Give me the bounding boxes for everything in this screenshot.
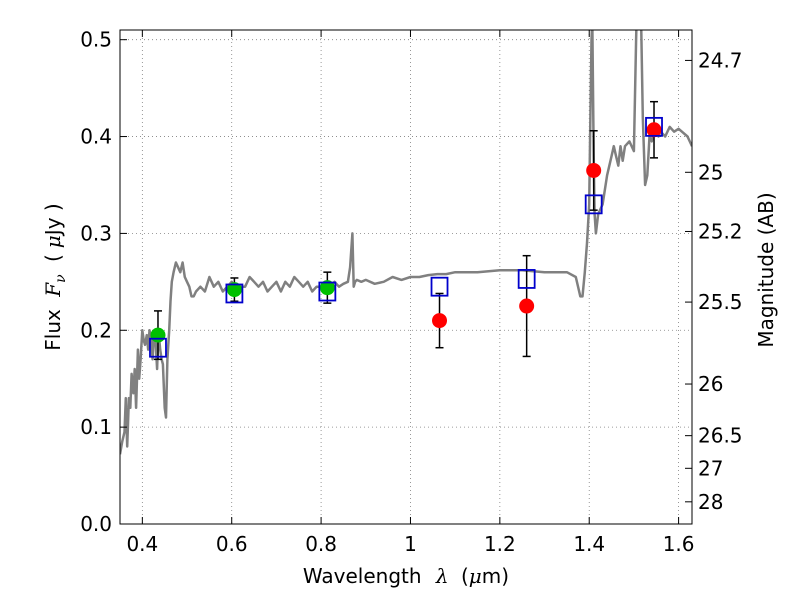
model-photometry-square (517, 269, 536, 289)
model-photometry-square (584, 194, 603, 215)
y-tick-label: 0.3 (80, 221, 112, 245)
y2-tick-label: 25.2 (698, 219, 743, 243)
y-axis-symbol: F (41, 282, 65, 298)
y-axis-unit-rest: Jy ) (41, 203, 65, 237)
x-tick-label: 0.8 (305, 532, 337, 556)
y-tick-label: 0.4 (80, 125, 112, 149)
model-photometry-square (225, 283, 244, 304)
x-axis-unit-rest: m) (482, 564, 509, 588)
plot-area (120, 30, 692, 455)
y2-tick-label: 26.5 (698, 424, 743, 448)
measured-point-red (519, 298, 535, 314)
measured-point-green (226, 282, 242, 298)
x-tick-label: 1.6 (663, 532, 695, 556)
y-axis-unit-mu: μ (41, 235, 65, 248)
model-photometry-square (645, 116, 663, 137)
y-axis-subscript: ν (53, 274, 69, 283)
x-axis-label: Wavelength λ (μm) (303, 564, 509, 588)
x-axis-unit-mu: μ (469, 564, 482, 588)
x-tick-label: 1 (404, 532, 417, 556)
y2-tick-label: 26 (698, 372, 723, 396)
y2-tick-label: 27 (698, 456, 723, 480)
measured-point-red (646, 122, 662, 138)
y-tick-label: 0.1 (80, 415, 112, 439)
x-tick-label: 1.2 (484, 532, 516, 556)
x-tick-label: 0.6 (216, 532, 248, 556)
x-axis-label-text: Wavelength (303, 564, 422, 588)
y2-axis-label: Magnitude (AB) (754, 192, 778, 347)
measured-point-green (150, 327, 166, 343)
x-axis-unit-open: ( (461, 564, 469, 588)
y2-tick-label: 25.5 (698, 290, 743, 314)
y-axis-label-text: Flux (41, 309, 65, 351)
model-spectrum-line (120, 30, 692, 455)
model-photometry-square (149, 337, 167, 358)
y-tick-label: 0.5 (80, 28, 112, 52)
axis-ticks: 0.4 0.6 0.8 1 1.2 1.4 1.6 0.0 0.1 0.2 0.3 0.4 0.5 24.… (80, 28, 742, 556)
measured-point-green (319, 280, 335, 296)
y2-tick-label: 28 (698, 490, 723, 514)
x-tick-label: 1.4 (573, 532, 605, 556)
y-axis-label: Flux Fν ( μJy ) (41, 203, 70, 350)
y-axis-unit-open: ( (41, 254, 65, 262)
measured-point-red (432, 313, 448, 329)
y2-tick-label: 25 (698, 160, 723, 184)
model-photometry-square (430, 276, 449, 297)
model-photometry-square (318, 281, 337, 302)
x-axis-symbol: λ (435, 564, 449, 588)
y2-tick-label: 24.7 (698, 48, 743, 72)
measured-point-red (586, 162, 602, 178)
y-tick-label: 0.0 (80, 512, 112, 536)
y-tick-label: 0.2 (80, 318, 112, 342)
x-tick-label: 0.4 (126, 532, 158, 556)
plot-frame (119, 29, 693, 525)
grid-lines (120, 30, 692, 525)
